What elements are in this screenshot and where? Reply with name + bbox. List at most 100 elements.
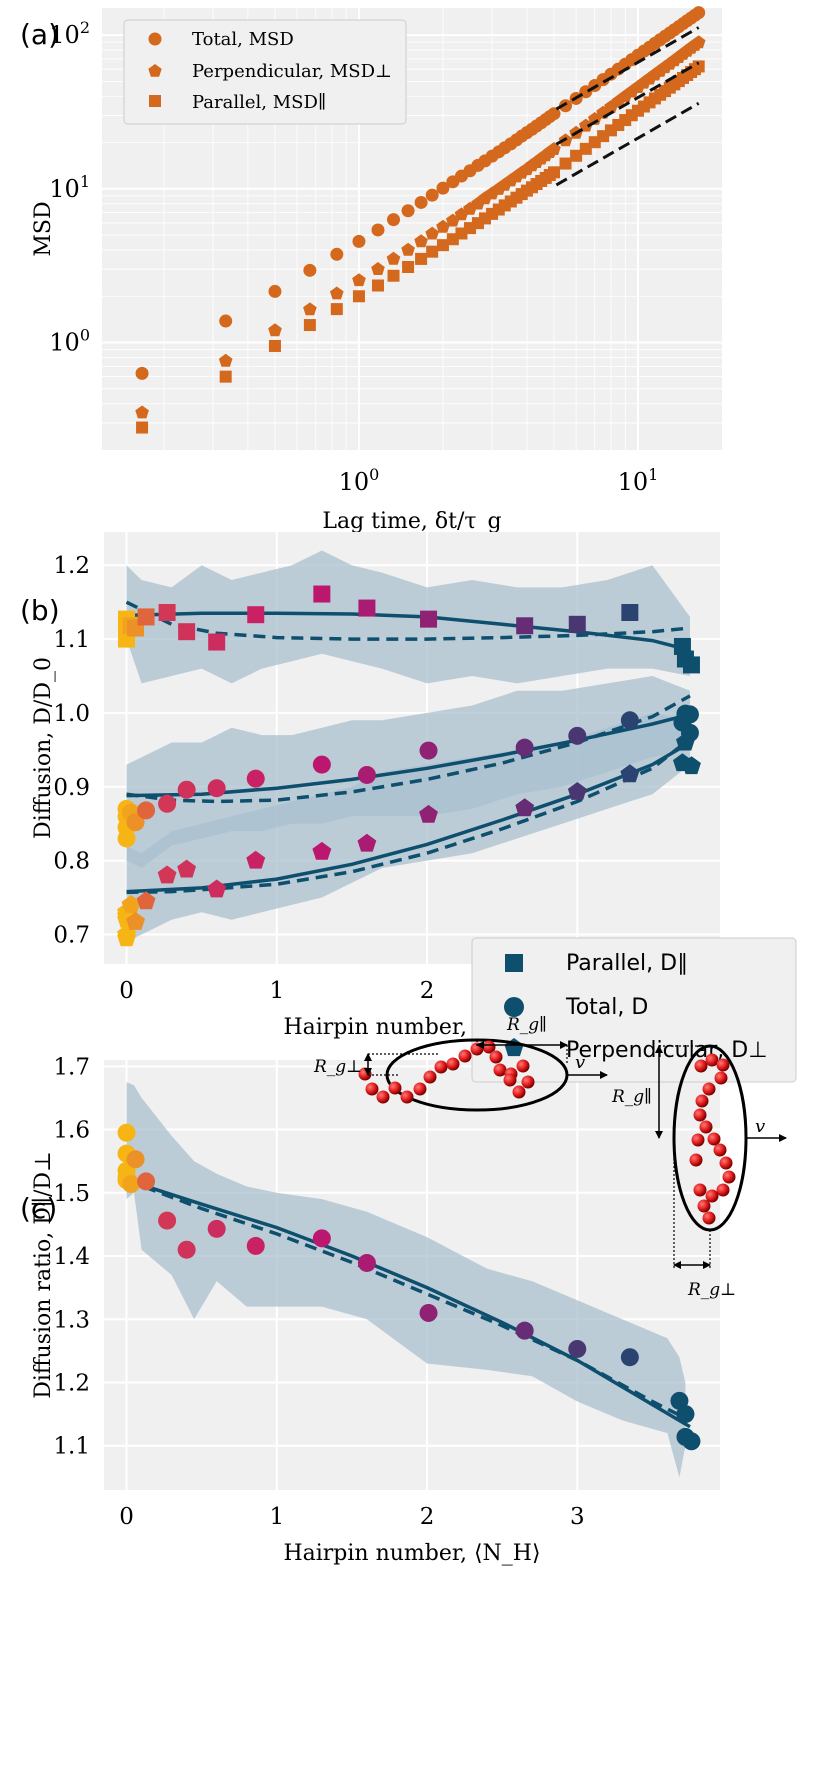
data-point: [515, 1321, 534, 1340]
inset-velocity-label: v: [755, 1116, 765, 1137]
y-tick-label: 1.2: [53, 553, 90, 579]
x-tick-label: 1: [269, 978, 284, 1004]
x-tick-label: 1: [269, 1504, 284, 1530]
data-point: [568, 726, 587, 745]
polymer-bead: [413, 1082, 427, 1096]
data-point: [676, 1405, 695, 1424]
data-point: [158, 1211, 177, 1230]
data-point: [177, 780, 196, 799]
data-point: [620, 764, 640, 783]
data-point: [137, 801, 156, 820]
polymer-bead: [434, 1060, 448, 1074]
data-point: [612, 119, 625, 132]
y-tick-label: 1.5: [53, 1181, 90, 1207]
polymer-bead: [446, 1057, 460, 1071]
data-point: [247, 606, 265, 624]
data-point: [219, 370, 232, 383]
data-point: [158, 603, 176, 621]
data-point: [579, 118, 593, 132]
model-fit-dashed-line: [126, 737, 692, 895]
polymer-bead: [458, 1049, 472, 1063]
legend-marker-total-circle: [148, 32, 162, 46]
legend-label-total: Total, D: [565, 995, 648, 1020]
polymer-bead: [365, 1082, 379, 1096]
legend-marker-parallel-square: [149, 95, 161, 107]
power-law-fit-line: [555, 61, 700, 146]
data-point: [425, 226, 439, 240]
power-law-fit-line: [555, 26, 700, 111]
polymer-bead: [722, 1170, 736, 1184]
polymer-bead: [707, 1132, 721, 1146]
data-point: [419, 1303, 438, 1322]
y-tick-label: 1.7: [53, 1054, 90, 1080]
data-point: [682, 756, 701, 775]
x-tick-label: 2: [420, 1504, 435, 1530]
polymer-bead: [705, 1189, 719, 1203]
data-point: [426, 245, 439, 258]
data-point: [330, 286, 344, 300]
data-point: [568, 615, 586, 633]
polymer-bead: [716, 1183, 730, 1197]
data-point: [357, 1253, 376, 1272]
data-point: [121, 895, 141, 913]
data-point: [303, 302, 317, 316]
data-point: [352, 290, 365, 303]
data-point: [371, 279, 384, 292]
data-point: [692, 60, 705, 73]
data-point: [352, 234, 366, 248]
polymer-bead: [689, 1153, 703, 1167]
polymer-bead: [714, 1071, 728, 1085]
data-point: [246, 850, 266, 869]
legend-label-perpendicular: Perpendicular, MSD⊥: [192, 61, 392, 82]
polymer-bead: [512, 1085, 526, 1099]
data-point: [246, 769, 265, 788]
data-point: [515, 798, 535, 817]
data-point: [559, 99, 573, 113]
data-point: [420, 610, 438, 628]
x-axis-label: Hairpin number, ⟨N_H⟩: [283, 1541, 540, 1566]
y-tick-label: 100: [49, 326, 90, 357]
polymer-bead: [693, 1183, 707, 1197]
y-tick-label: 0.7: [53, 922, 90, 948]
polymer-bead: [489, 1050, 503, 1064]
data-point: [126, 912, 145, 930]
panel-c-label: (c): [20, 1192, 57, 1225]
data-point: [567, 782, 587, 800]
y-tick-label: 0.8: [53, 849, 90, 875]
polymer-bead: [691, 1133, 705, 1147]
data-point: [436, 181, 450, 195]
legend-marker-parallel-square: [505, 954, 523, 972]
data-point: [330, 247, 344, 261]
data-point: [570, 149, 583, 162]
y-axis-label: MSD: [31, 201, 56, 256]
data-point: [177, 859, 196, 878]
y-axis-label: Diffusion, D/D_0: [31, 657, 56, 839]
data-point: [680, 705, 699, 724]
polymer-bead: [503, 1073, 517, 1087]
data-point: [178, 623, 196, 641]
panel-c-diffusion-ratio-chart: 0 1 2 3 1.1 1.2 1.3 1.4 1.5 1.6 1.7 Hairpin number,…: [31, 1054, 720, 1566]
data-point: [676, 732, 695, 751]
polymer-bead: [713, 1143, 727, 1157]
inset-rg-perp-label: R_g⊥: [313, 1057, 362, 1077]
inset-velocity-label: v: [575, 1052, 585, 1073]
data-point: [219, 314, 233, 328]
data-point: [158, 794, 177, 813]
polymer-bead: [695, 1094, 709, 1108]
data-point: [414, 195, 428, 209]
x-tick-label: 101: [618, 465, 659, 496]
model-fit-solid-line: [125, 1178, 691, 1429]
data-point: [136, 421, 149, 434]
model-fit-dashed-line: [125, 600, 691, 641]
legend-marker-perpendicular-pentagon: [148, 64, 162, 77]
polymer-bead: [493, 1063, 507, 1077]
data-point: [620, 1348, 639, 1367]
data-point: [604, 124, 617, 137]
data-point: [246, 1236, 265, 1255]
data-point: [126, 813, 145, 832]
data-point: [268, 284, 282, 298]
data-point: [401, 242, 415, 256]
inset-rg-par-label: R_g∥: [611, 1087, 652, 1107]
